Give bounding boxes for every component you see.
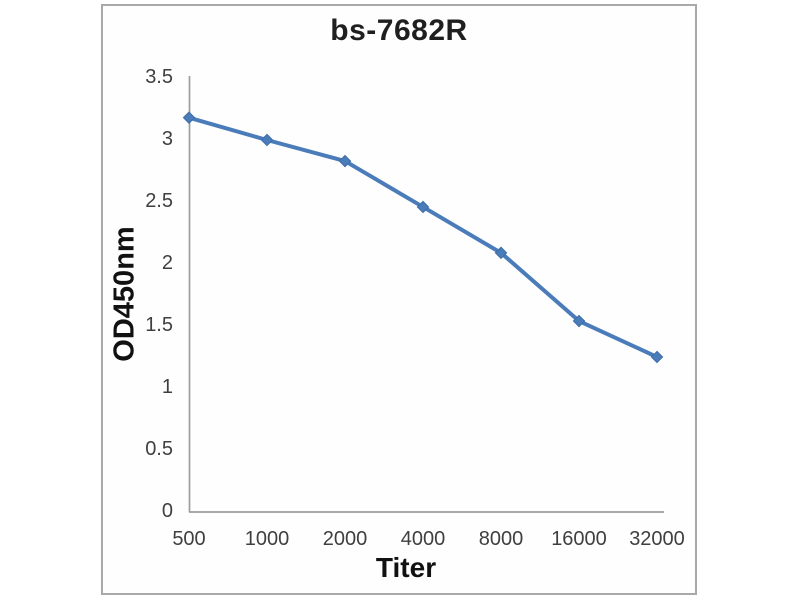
data-point-marker — [416, 200, 430, 214]
chart-title: bs-7682R — [330, 14, 468, 47]
axis-lines — [188, 76, 664, 513]
y-tick-label: 2.5 — [145, 190, 173, 213]
data-point-marker — [494, 246, 508, 260]
data-point-marker — [650, 350, 664, 364]
x-tick-label: 8000 — [478, 528, 524, 550]
x-tick-label: 1000 — [244, 528, 290, 550]
y-tick-label: 2 — [161, 252, 173, 275]
x-tick-label: 2000 — [322, 528, 368, 550]
x-tick-label: 32000 — [629, 528, 685, 550]
y-tick-label: 1 — [161, 376, 173, 399]
data-point-marker — [572, 314, 586, 328]
x-axis-title: Titer — [375, 552, 437, 583]
plot-svg — [182, 76, 664, 513]
data-point-marker — [260, 133, 274, 147]
chart-panel: bs-7682R OD450nm 0 0.5 1 1.5 2 2.5 3 3.5 500 100… — [101, 4, 697, 595]
y-tick-label: 1.5 — [145, 314, 173, 337]
x-tick-label: 16000 — [551, 528, 607, 550]
y-tick-label: 0 — [161, 500, 173, 523]
x-tick-label: 4000 — [400, 528, 446, 550]
y-tick-label: 3.5 — [145, 66, 173, 89]
data-point-marker — [182, 111, 196, 124]
x-tick-label: 500 — [172, 528, 206, 550]
series-line — [187, 115, 659, 359]
data-point-marker — [338, 154, 352, 168]
y-tick-label: 0.5 — [145, 438, 173, 461]
y-tick-label: 3 — [161, 128, 173, 151]
